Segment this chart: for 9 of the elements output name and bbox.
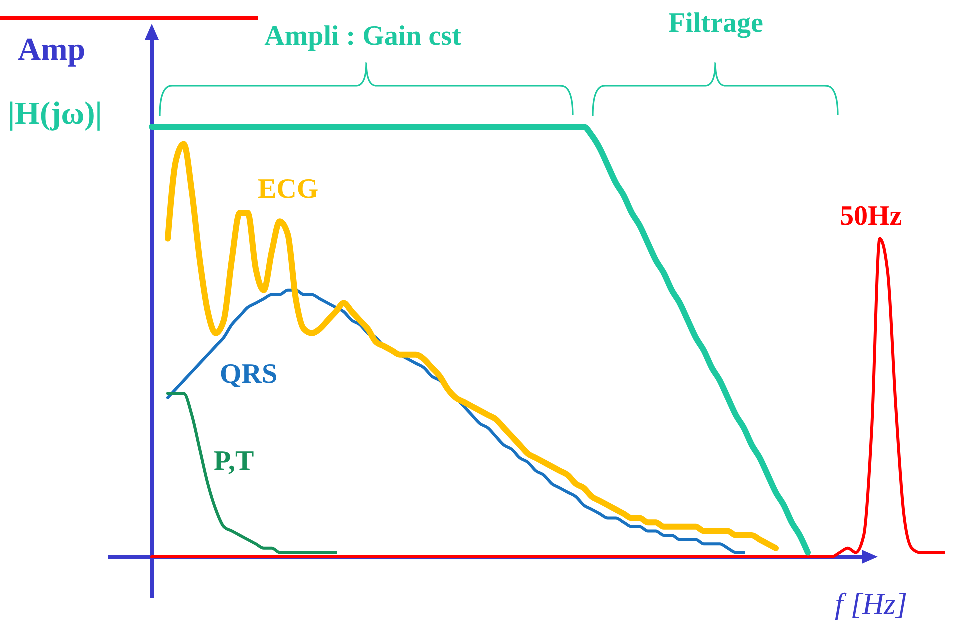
series-label: P,T	[214, 446, 255, 477]
series-label: 50Hz	[840, 201, 902, 232]
text: Ampli : Gain cst	[264, 21, 462, 52]
series-label: ECG	[258, 174, 319, 205]
y-axis-title: Amp	[18, 31, 86, 67]
series-label: |H(jω)|	[8, 95, 102, 131]
x-axis-title: f [Hz]	[835, 588, 908, 621]
series-label: QRS	[220, 359, 278, 390]
text: Filtrage	[668, 8, 764, 39]
